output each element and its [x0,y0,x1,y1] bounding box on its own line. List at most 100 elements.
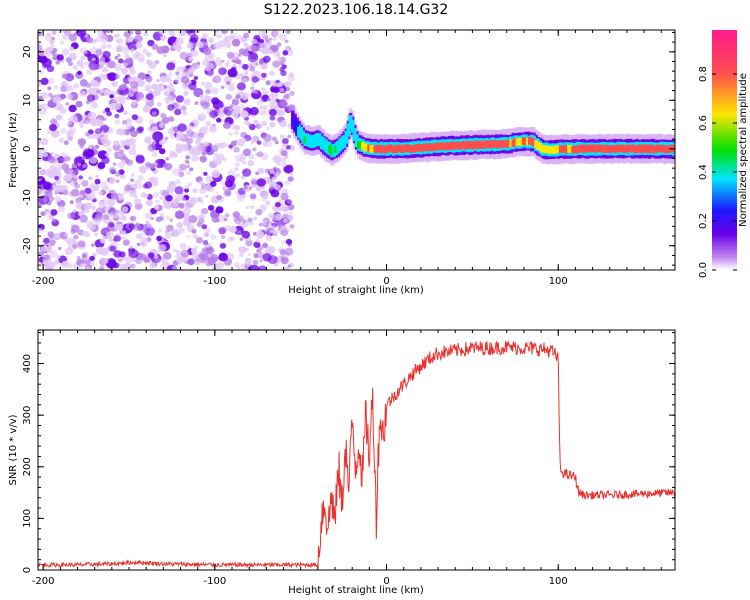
noise-blob [94,178,101,185]
noise-blob [192,188,198,194]
noise-blob [245,257,250,261]
noise-blob [238,48,246,55]
noise-blob [174,78,180,84]
noise-blob [104,152,110,157]
noise-blob [182,84,188,90]
ridge-cell [591,144,596,153]
ridge-cell [608,145,612,153]
noise-blob [189,147,197,154]
noise-blob [202,101,211,109]
noise-blob [276,42,282,47]
noise-blob [114,74,121,80]
noise-blob [281,240,286,245]
noise-blob [286,199,292,205]
noise-blob [56,184,65,193]
noise-blob [255,209,263,216]
noise-blob [50,118,58,125]
noise-blob [80,125,84,129]
noise-blob [44,33,53,41]
noise-blob [47,249,51,253]
noise-blob [73,234,79,240]
noise-blob [256,186,262,192]
noise-blob [83,202,92,210]
ridge-cell [618,144,623,153]
noise-blob [107,60,116,69]
noise-blob [152,191,160,198]
noise-blob [199,155,207,163]
noise-blob [122,48,130,55]
noise-blob [130,143,137,150]
ridge-cell [567,145,571,153]
noise-blob [191,229,197,234]
noise-blob [137,126,144,132]
ridge-cell [470,141,474,149]
ridge-cell [441,142,446,151]
noise-blob [256,151,264,158]
noise-blob [226,51,235,59]
noise-blob [248,186,253,190]
noise-blob [151,126,158,132]
noise-blob [145,85,151,91]
y-tick-label: 20 [22,45,33,58]
ridge-cell [468,141,472,150]
noise-blob [49,250,58,258]
noise-blob [252,147,257,152]
noise-blob [207,36,214,43]
ridge-cell [348,118,353,126]
noise-blob [171,59,176,64]
noise-blob [230,140,237,147]
noise-blob [47,169,52,174]
noise-blob [206,62,214,70]
noise-blob [120,215,127,222]
ridge-cell [425,143,429,151]
noise-blob [167,128,175,135]
noise-blob [218,252,228,262]
noise-blob [47,77,55,85]
noise-blob [240,110,249,118]
noise-blob [203,171,208,176]
noise-blob [287,104,296,112]
noise-blob [204,94,209,99]
noise-blob [289,211,294,216]
noise-blob [269,121,276,128]
ridge-cell [486,140,491,148]
noise-blob [261,31,267,36]
noise-blob [284,93,290,99]
noise-blob [178,202,185,209]
noise-blob [205,194,209,198]
ridge-cell [311,136,316,144]
noise-blob [118,84,126,91]
ridge-cell [416,143,421,152]
noise-blob [171,200,176,204]
noise-blob [269,108,277,117]
ridge-cell [556,145,561,153]
noise-blob [42,152,48,157]
colorbar-ticks: 0.0 0.2 0.4 0.6 0.8 [698,66,737,278]
noise-blob [85,100,91,105]
noise-blob [285,238,293,245]
noise-blob [287,264,292,268]
noise-blob [162,116,170,124]
noise-blob [108,237,113,242]
noise-blob [168,154,173,159]
noise-blob [215,59,223,67]
noise-blob [277,109,285,117]
ridge-cell [528,137,532,145]
noise-blob [231,38,241,47]
ridge-cell [422,143,427,152]
ridge-cell [639,145,643,154]
noise-blob [109,94,114,99]
noise-blob [153,205,160,210]
noise-blob [193,76,199,80]
noise-blob [134,34,143,43]
noise-blob [110,208,119,216]
noise-blob [210,234,217,240]
ridge-cell [519,138,524,146]
noise-blob [152,180,159,187]
noise-blob [148,119,155,125]
noise-blob [289,172,294,176]
noise-blob [67,117,73,123]
noise-blob [99,121,104,127]
noise-blob [279,88,285,93]
noise-blob [117,161,125,169]
